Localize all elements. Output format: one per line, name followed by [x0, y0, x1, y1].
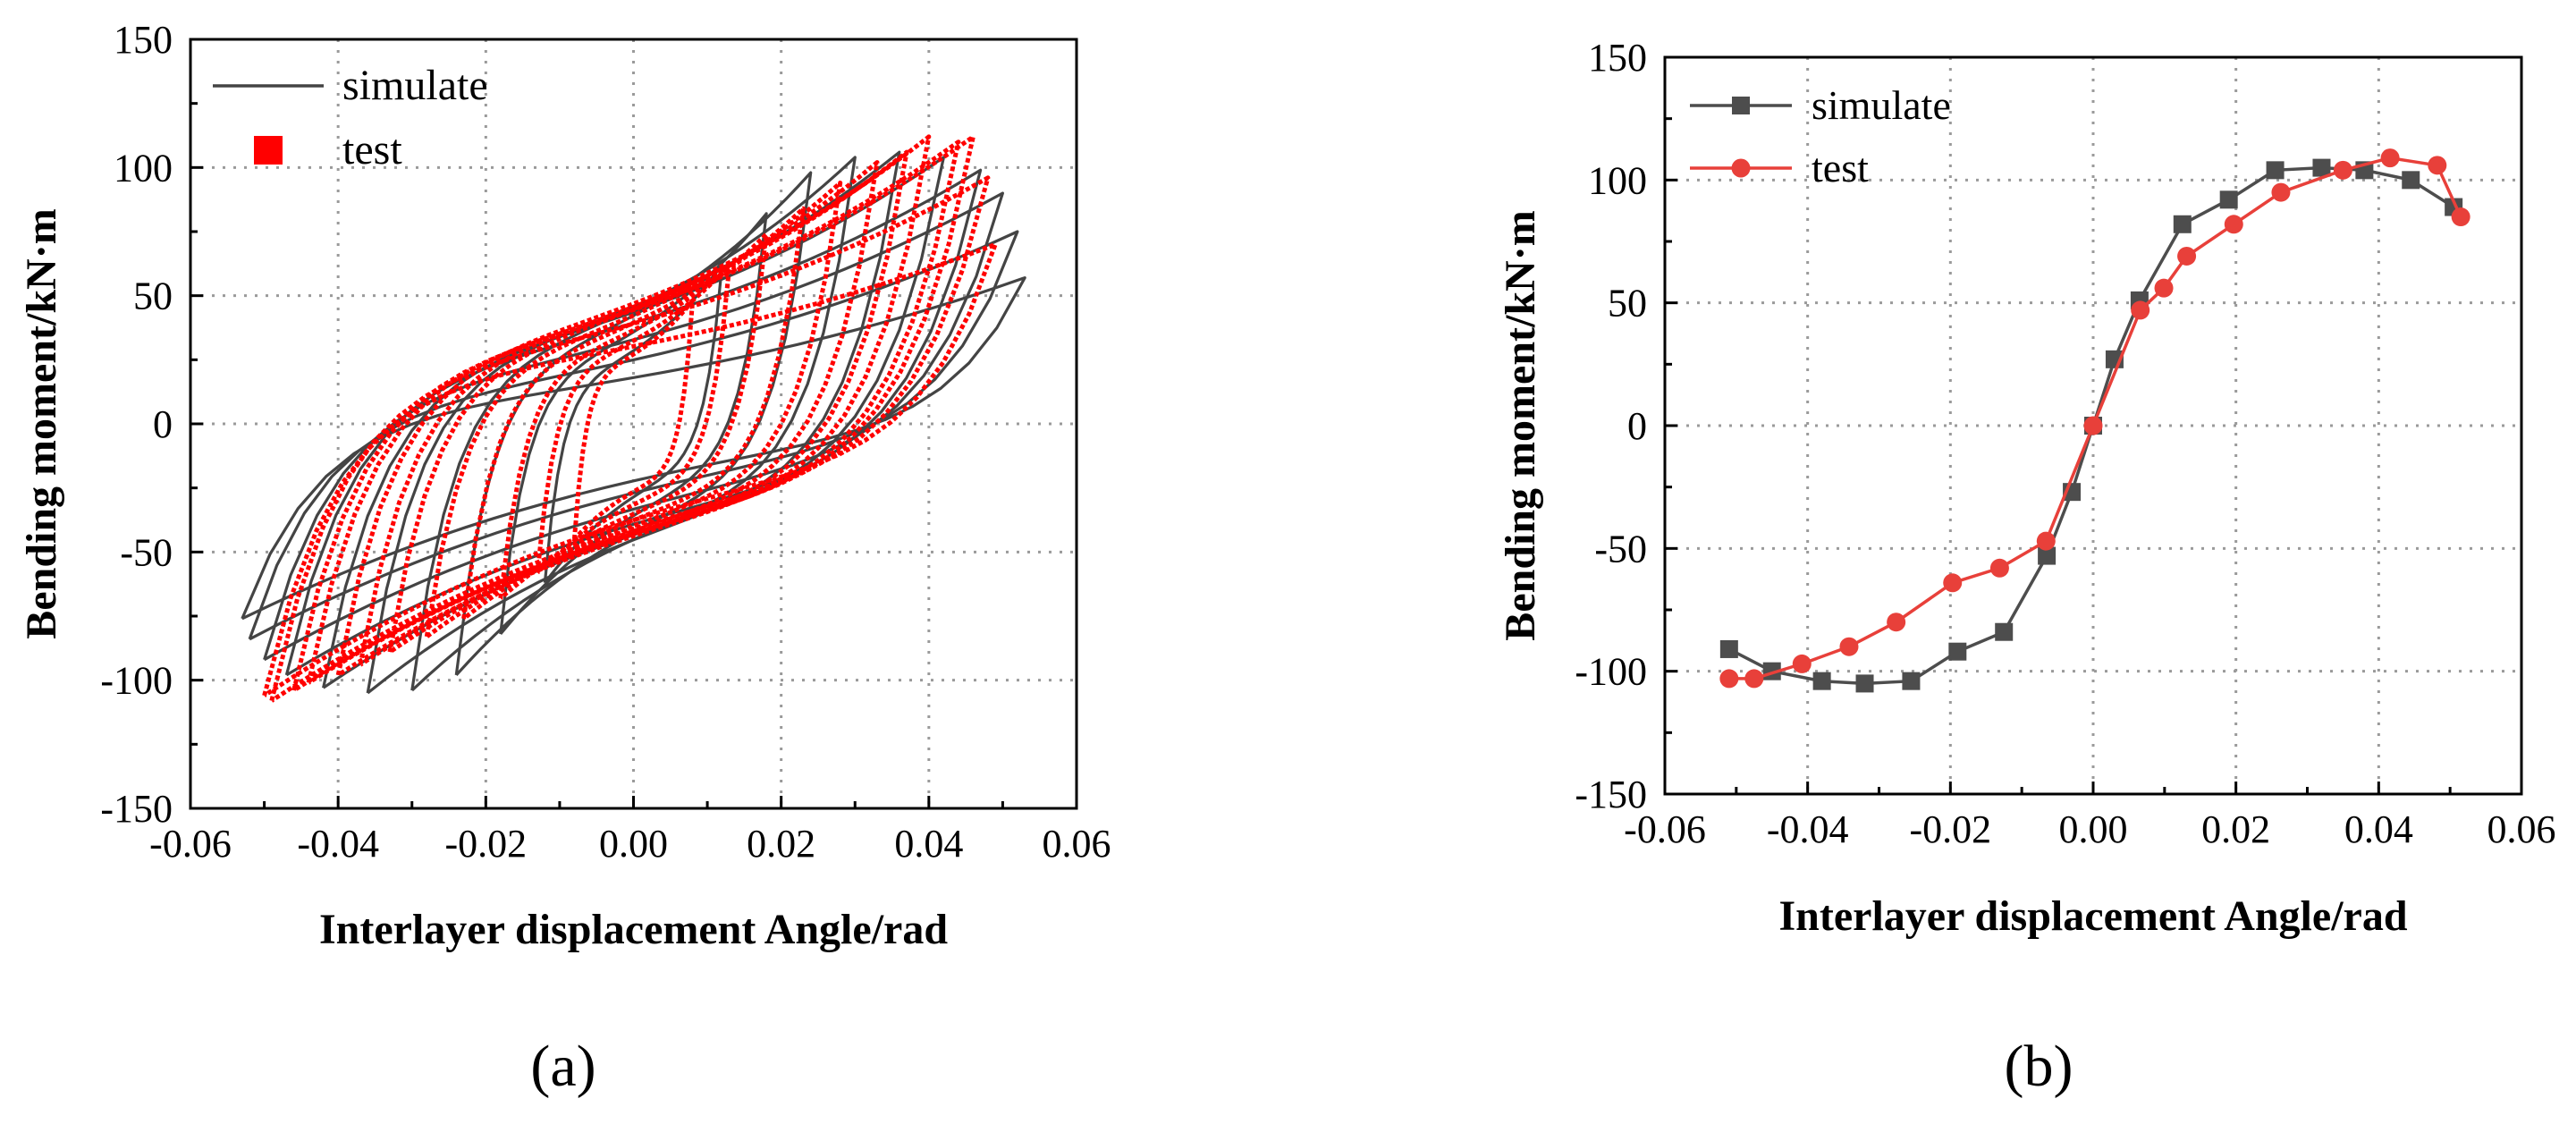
chart1-y-tick-label: -100	[100, 659, 173, 703]
chart1-y-tick-label: 0	[153, 402, 173, 446]
panel-label-b: (b)	[2004, 1034, 2073, 1099]
chart2-series-simulate-point	[1948, 642, 1967, 661]
chart1-legend-label-test: test	[342, 126, 402, 173]
chart2-series-test-point	[2451, 207, 2470, 227]
chart2-x-tick-label: -0.04	[1767, 807, 1849, 851]
chart1-series-test-loop	[291, 134, 976, 693]
chart2-x-tick-label: 0.04	[2344, 807, 2413, 851]
chart2-series-simulate-point	[2402, 171, 2420, 190]
chart2-x-tick-label: 0.00	[2059, 807, 2128, 851]
chart1-series-test-loop	[387, 160, 880, 655]
chart2-y-tick-label: -150	[1575, 773, 1647, 816]
chart1-y-tick-label: 50	[133, 275, 173, 318]
chart2-series-test-point	[2224, 215, 2243, 234]
chart2-y-tick-label: 150	[1588, 36, 1647, 80]
chart2-x-axis-label: Interlayer displacement Angle/rad	[1778, 892, 2407, 940]
chart2-y-tick-label: 50	[1608, 282, 1647, 325]
chart2-series-test-point	[1719, 669, 1739, 689]
chart1-y-tick-label: -50	[120, 530, 173, 574]
chart1-series-simulate-loop	[248, 230, 1019, 641]
chart2-y-tick-label: 0	[1627, 404, 1647, 448]
chart1-x-tick-label: 0.02	[747, 822, 815, 866]
chart2-y-tick-label: -50	[1594, 527, 1647, 570]
chart2-plot-area	[1719, 148, 2470, 693]
chart1-series-test-loop	[424, 181, 843, 638]
chart1-x-tick-label: -0.06	[149, 822, 232, 866]
chart2-series-test-point	[2036, 531, 2056, 551]
chart2-series-test-point	[2333, 160, 2352, 180]
chart1-x-tick-label: -0.02	[445, 822, 528, 866]
chart1-series-simulate-loop	[263, 191, 1004, 662]
chart2-x-tick-label: -0.06	[1624, 807, 1706, 851]
chart2-series-simulate-point	[1995, 622, 2014, 641]
chart2-series-test-point	[2154, 278, 2174, 298]
chart1-series-test-loop	[335, 134, 932, 678]
chart1-plot-area	[241, 134, 1026, 703]
chart1-y-tick-label: 100	[114, 146, 173, 190]
chart1-legend-swatch-test	[254, 136, 283, 165]
chart2-series-simulate-point	[2219, 190, 2238, 209]
chart2-series-test-point	[2083, 416, 2103, 435]
chart1-x-axis-label: Interlayer displacement Angle/rad	[319, 906, 948, 953]
chart2-series-test-point	[2380, 148, 2400, 168]
chart2-legend-label-test: test	[1812, 145, 1869, 190]
chart2-y-tick-label: -100	[1575, 650, 1647, 694]
chart1-y-axis-label: Bending moment/kN·m	[18, 208, 65, 638]
chart2-series-test-point	[1943, 573, 1963, 593]
chart2-series-test-point	[2177, 246, 2197, 266]
chart1-x-tick-label: 0.06	[1043, 822, 1111, 866]
chart2-series-test-point	[2271, 182, 2291, 202]
panel-label-a: (a)	[530, 1034, 596, 1099]
chart2-series-test-point	[2131, 300, 2150, 320]
chart2-series-simulate-point	[1719, 639, 1738, 658]
chart2-x-tick-label: 0.06	[2487, 807, 2556, 851]
chart1-y-tick-label: -150	[100, 787, 173, 831]
chart2-series-test-point	[1744, 669, 1764, 689]
chart2-series-simulate-point	[1855, 674, 1874, 693]
chart2-legend-label-simulate: simulate	[1812, 82, 1951, 128]
chart2-series-simulate-point	[2173, 215, 2192, 233]
chart1-x-tick-label: -0.04	[297, 822, 379, 866]
chart2-series-simulate-point	[1902, 672, 1921, 690]
chart1-x-tick-label: 0.04	[894, 822, 963, 866]
chart2-series-simulate-point	[1812, 672, 1831, 690]
chart1-series-simulate-loop	[241, 276, 1026, 621]
chart2-series-test-point	[1839, 637, 1859, 656]
chart2-series-test-point	[1887, 613, 1906, 632]
chart2-series-test-point	[2428, 156, 2447, 175]
chart2-series-simulate-point	[2312, 158, 2331, 177]
chart2-x-tick-label: -0.02	[1910, 807, 1992, 851]
chart2-series-test-point	[1989, 558, 2009, 578]
chart2-series-simulate-point	[2266, 161, 2285, 180]
chart2-y-axis-label: Bending moment/kN·m	[1497, 210, 1544, 640]
chart2-legend-swatch-test	[1731, 158, 1751, 178]
chart1-legend-label-simulate: simulate	[342, 62, 488, 109]
chart2-x-tick-label: 0.02	[2201, 807, 2270, 851]
chart2-legend-swatch-simulate	[1732, 97, 1750, 114]
chart1-y-tick-label: 150	[114, 18, 173, 62]
chart1-x-tick-label: 0.00	[599, 822, 668, 866]
chart2-y-tick-label: 100	[1588, 158, 1647, 202]
chart1-series-test-loop	[269, 175, 991, 703]
chart2-series-test-point	[1792, 654, 1812, 673]
chart2-series-simulate-point	[2038, 546, 2057, 565]
